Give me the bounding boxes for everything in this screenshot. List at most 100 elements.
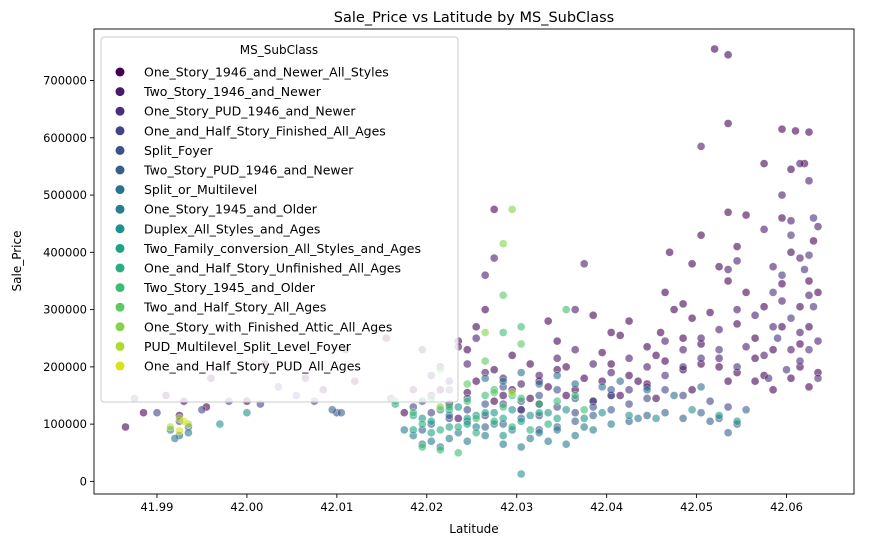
data-point <box>570 305 580 314</box>
data-point <box>723 119 733 128</box>
data-point <box>507 205 517 214</box>
legend-entry: Two_Story_1946_and_Newer <box>115 84 322 99</box>
data-point <box>750 354 760 363</box>
legend-marker <box>115 87 125 97</box>
data-point <box>660 371 670 380</box>
y-tick-label: 100000 <box>43 417 87 431</box>
data-point <box>723 276 733 286</box>
data-point <box>579 374 589 383</box>
data-point <box>813 374 823 383</box>
data-point <box>732 362 742 372</box>
data-point <box>624 354 634 363</box>
data-point <box>480 356 490 366</box>
plot-frame <box>93 28 855 495</box>
x-tick-label: 42.06 <box>770 500 803 514</box>
data-point <box>732 305 742 314</box>
data-point <box>750 311 760 320</box>
data-point <box>795 302 805 311</box>
data-point <box>597 382 607 392</box>
data-point <box>804 322 814 332</box>
data-point <box>714 262 724 271</box>
data-point <box>795 339 805 349</box>
data-point <box>498 402 508 412</box>
data-point <box>427 408 436 417</box>
data-point <box>480 431 490 440</box>
data-point <box>480 374 490 383</box>
data-point <box>705 308 715 317</box>
data-point <box>516 379 526 389</box>
data-point <box>660 356 670 366</box>
data-point <box>642 411 652 420</box>
data-point <box>606 419 616 429</box>
data-point <box>552 425 562 435</box>
data-point <box>498 391 508 400</box>
data-point <box>454 422 463 432</box>
y-axis-label: Sale_Price <box>10 231 24 292</box>
data-point <box>436 402 445 412</box>
data-point <box>579 405 589 415</box>
data-point <box>543 419 553 429</box>
data-point <box>463 405 472 415</box>
data-point <box>786 216 796 226</box>
data-point <box>764 374 773 383</box>
data-point <box>516 394 526 403</box>
data-point <box>741 288 751 297</box>
data-point <box>498 328 508 337</box>
data-point <box>436 445 445 455</box>
data-point <box>552 396 562 406</box>
data-point <box>445 434 454 443</box>
data-point <box>777 213 787 223</box>
data-point <box>768 288 778 297</box>
legend-label: Two_Family_conversion_All_Styles_and_Age… <box>143 241 421 256</box>
legend-entry: One_Story_PUD_1946_and_Newer <box>115 104 356 119</box>
legend-entry: Split_or_Multilevel <box>115 182 257 197</box>
data-point <box>121 422 130 432</box>
x-tick-label: 42.02 <box>410 500 443 514</box>
legend-title: MS_SubClass <box>240 43 318 57</box>
data-point <box>804 250 814 260</box>
x-axis-label: Latitude <box>449 522 498 536</box>
data-point <box>588 359 598 369</box>
data-point <box>795 328 805 337</box>
data-point <box>534 391 544 400</box>
legend-label: Two_Story_1946_and_Newer <box>143 84 322 99</box>
data-point <box>687 313 697 323</box>
data-point <box>543 382 553 392</box>
data-point <box>786 345 796 354</box>
legend-label: Duplex_All_Styles_and_Ages <box>144 221 320 236</box>
legend-box <box>100 36 459 403</box>
data-point <box>750 333 760 343</box>
legend-marker <box>115 341 125 351</box>
legend-entry: Two_and_Half_Story_All_Ages <box>115 300 326 315</box>
legend-entry: Two_Story_PUD_1946_and_Newer <box>115 163 354 178</box>
data-point <box>624 385 634 395</box>
data-point <box>552 385 562 395</box>
data-point <box>179 417 189 426</box>
data-point <box>570 391 580 400</box>
data-point <box>696 382 706 392</box>
data-point <box>427 437 436 446</box>
data-point <box>804 276 814 286</box>
data-point <box>534 371 544 380</box>
data-point <box>678 345 688 354</box>
data-point <box>773 333 782 343</box>
data-point <box>480 305 490 314</box>
legend-label: One_Story_PUD_1946_and_Newer <box>144 104 356 119</box>
data-point <box>507 422 517 432</box>
data-point <box>642 385 652 395</box>
data-point <box>696 354 706 363</box>
data-point <box>777 124 787 134</box>
data-point <box>489 253 499 263</box>
data-point <box>741 342 751 352</box>
data-point <box>498 291 508 300</box>
data-point <box>561 405 571 415</box>
data-point <box>561 439 571 449</box>
data-point <box>409 425 418 435</box>
data-point <box>606 385 616 395</box>
data-point <box>561 391 571 400</box>
data-point <box>777 279 787 289</box>
data-point <box>669 305 679 314</box>
data-point <box>804 345 814 354</box>
data-point <box>552 354 562 363</box>
legend-marker <box>115 106 125 116</box>
